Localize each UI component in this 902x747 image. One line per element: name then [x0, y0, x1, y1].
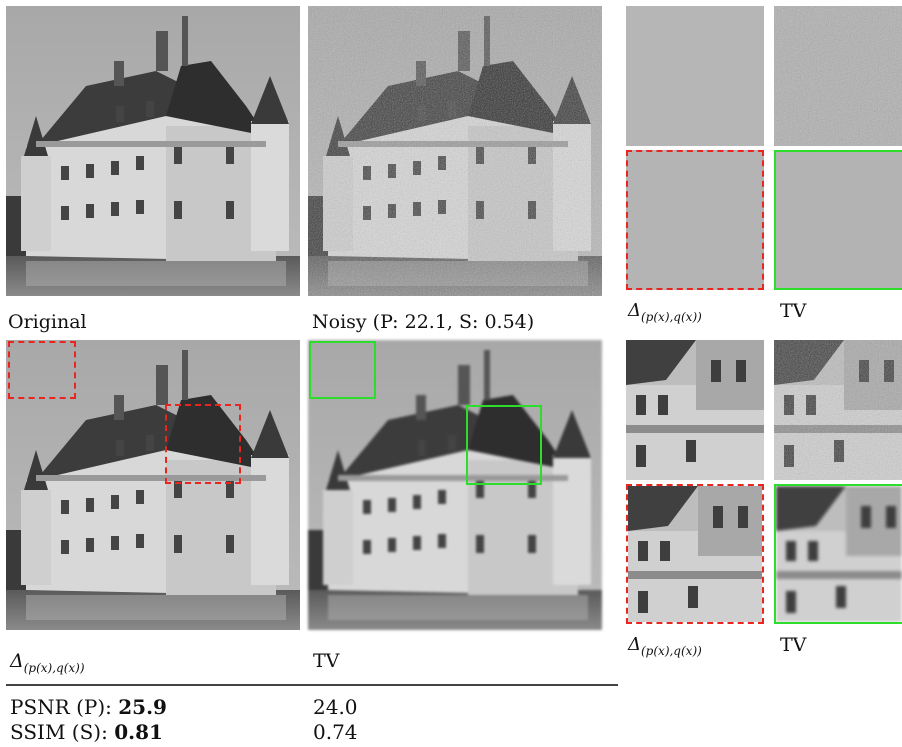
tv-caption: TV — [313, 650, 340, 672]
zoom-detail-delta — [626, 484, 764, 624]
ssim-delta: SSIM (S): 0.81 — [10, 720, 163, 744]
zoom-bottom-delta-caption: Δ(p(x),q(x)) — [628, 634, 702, 658]
psnr-tv: 24.0 — [313, 695, 358, 719]
zoom-detail-tv — [774, 484, 902, 624]
zoom-detail-original — [626, 340, 764, 480]
psnr-delta: PSNR (P): 25.9 — [10, 695, 167, 719]
noisy-caption: Noisy (P: 22.1, S: 0.54) — [312, 311, 535, 333]
noisy-image — [308, 6, 602, 296]
zoom-top-tv-caption: TV — [780, 300, 807, 322]
zoom-sky-tv — [774, 150, 902, 290]
zoom-sky-original — [626, 6, 764, 146]
tv-crop-box-sky — [309, 341, 376, 399]
original-image — [6, 6, 300, 296]
delta-caption: Δ(p(x),q(x)) — [10, 650, 85, 675]
zoom-bottom-tv-caption: TV — [780, 634, 807, 656]
original-caption: Original — [8, 311, 87, 333]
zoom-top-delta-caption: Δ(p(x),q(x)) — [628, 300, 702, 324]
zoom-sky-noisy — [774, 6, 902, 146]
tv-crop-box-detail — [466, 405, 542, 485]
table-rule — [6, 684, 618, 686]
zoom-sky-delta — [626, 150, 764, 290]
delta-crop-box-detail — [165, 404, 241, 484]
zoom-detail-noisy — [774, 340, 902, 480]
delta-crop-box-sky — [8, 341, 76, 399]
ssim-tv: 0.74 — [313, 720, 358, 744]
